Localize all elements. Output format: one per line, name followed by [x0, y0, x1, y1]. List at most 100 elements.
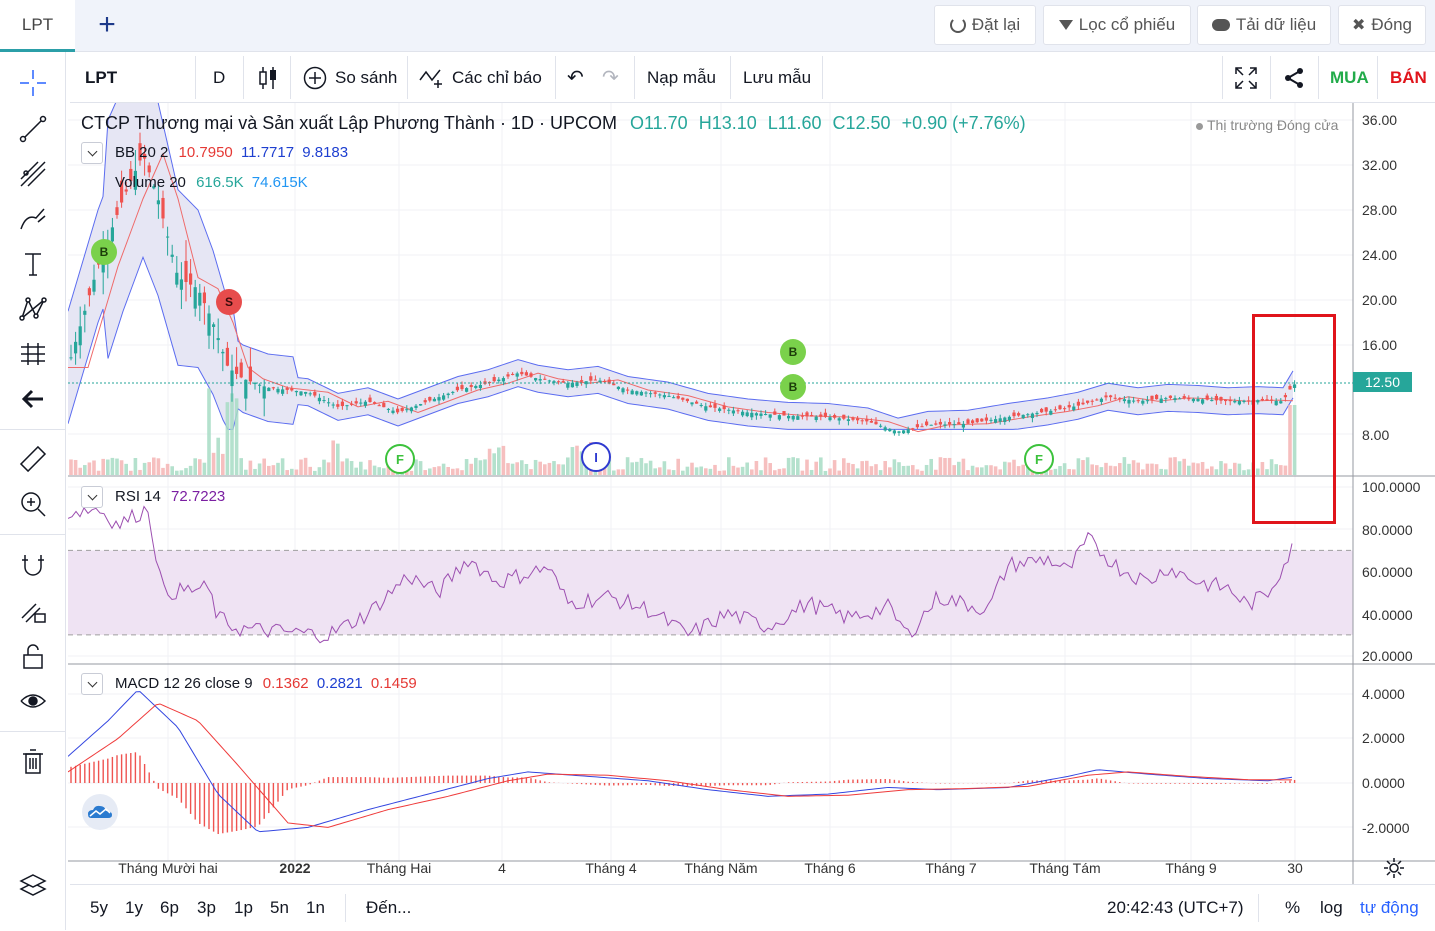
candlesticks: [69, 132, 1297, 436]
financial-event-marker[interactable]: F: [1024, 444, 1054, 474]
volume-bar: [984, 465, 989, 475]
reset-button[interactable]: Đặt lại: [934, 5, 1036, 45]
undo-button[interactable]: ↶: [567, 52, 587, 103]
crosshair-tool[interactable]: [16, 66, 50, 100]
delete-drawings-button[interactable]: [16, 745, 50, 779]
market-status: Thị trường Đóng cửa: [1196, 117, 1338, 133]
load-template-button[interactable]: Nạp mẫu: [647, 67, 716, 87]
volume-bar: [612, 470, 616, 475]
range-1d-button[interactable]: 1n: [306, 898, 325, 917]
unlock-tool[interactable]: [16, 639, 50, 673]
candle-body: [1145, 400, 1149, 402]
add-tab-button[interactable]: +: [98, 8, 116, 41]
candle-body: [768, 414, 772, 418]
chart-type-button[interactable]: [257, 52, 279, 103]
candle-body: [115, 207, 119, 215]
share-button[interactable]: [1282, 52, 1306, 103]
chart-canvas[interactable]: [68, 103, 1435, 884]
chart-settings-button[interactable]: [1382, 856, 1406, 880]
candle-body: [635, 391, 639, 395]
volume-bar: [96, 470, 101, 475]
fullscreen-button[interactable]: [1234, 52, 1258, 103]
volume-bar: [501, 445, 506, 475]
volume-bar: [345, 458, 349, 475]
volume-bar: [1210, 466, 1214, 475]
volume-bar: [349, 461, 354, 475]
range-5d-button[interactable]: 5n: [270, 898, 289, 917]
volume-bar: [630, 462, 634, 475]
zoom-tool[interactable]: [16, 487, 50, 521]
rsi-pane: [68, 505, 1353, 644]
volume-bar: [837, 470, 841, 475]
price-axis-label: 36.00: [1362, 112, 1398, 128]
percent-scale-button[interactable]: %: [1285, 898, 1301, 917]
range-1m-button[interactable]: 1p: [234, 898, 253, 917]
last-price-badge: 12.50: [1353, 372, 1412, 392]
volume-bar: [87, 462, 92, 475]
volume-bar: [119, 460, 124, 475]
candle-body: [161, 197, 165, 219]
volume-bar: [1219, 461, 1223, 475]
redo-button[interactable]: ↷: [602, 52, 622, 103]
magnet-tool[interactable]: [16, 549, 50, 583]
range-6m-button[interactable]: 6p: [160, 898, 179, 917]
volume-bar: [1246, 469, 1251, 475]
visibility-tool[interactable]: [16, 684, 50, 718]
range-3m-button[interactable]: 3p: [197, 898, 216, 917]
fib-tool[interactable]: [16, 157, 50, 191]
text-tool[interactable]: [16, 247, 50, 281]
volume-bar: [1292, 405, 1297, 475]
zoom-in-icon: [21, 492, 46, 517]
candle-body: [713, 403, 717, 408]
buy-signal-marker[interactable]: B: [91, 239, 117, 265]
volume-bar: [414, 459, 418, 475]
back-button[interactable]: [16, 382, 50, 416]
trend-line-tool[interactable]: [16, 112, 50, 146]
lock-drawing-tool[interactable]: [16, 594, 50, 628]
brush-tool[interactable]: [16, 202, 50, 236]
download-data-button[interactable]: Tải dữ liệu: [1197, 5, 1331, 45]
range-1y-button[interactable]: 1y: [125, 898, 143, 917]
time-axis-label: Tháng Hai: [366, 860, 432, 876]
volume-bar: [423, 470, 427, 475]
volume-bar: [377, 467, 381, 475]
symbol-tab-lpt[interactable]: LPT: [0, 0, 75, 52]
volume-bar: [1233, 462, 1237, 475]
goto-date-button[interactable]: Đến...: [366, 898, 412, 917]
chart-toolbar: LPT D So sánh Các chỉ báo ↶ ↷ Nạp mẫu Lư…: [70, 52, 1435, 103]
candle-body: [419, 404, 423, 406]
volume-bar: [1196, 463, 1200, 475]
filter-stock-button[interactable]: Lọc cổ phiếu: [1043, 5, 1191, 45]
candle-body: [989, 419, 993, 421]
auto-scale-button[interactable]: tự động: [1360, 898, 1419, 917]
volume-bar: [69, 459, 73, 475]
candle-body: [506, 374, 510, 377]
collapse-legend-button[interactable]: [81, 142, 103, 164]
close-button[interactable]: ✖ Đóng: [1338, 5, 1426, 45]
indicators-button[interactable]: Các chỉ báo: [418, 52, 542, 103]
candle-body: [975, 418, 979, 423]
candle-body: [331, 404, 335, 406]
buy-signal-marker[interactable]: B: [780, 339, 806, 365]
pattern-tool[interactable]: [16, 292, 50, 326]
log-scale-button[interactable]: log: [1320, 898, 1343, 917]
volume-bar: [110, 457, 115, 475]
symbol-search[interactable]: LPT: [85, 67, 118, 87]
collapse-macd-button[interactable]: [81, 673, 103, 695]
object-tree-button[interactable]: [16, 867, 50, 901]
buy-button[interactable]: MUA: [1330, 67, 1369, 87]
buy-signal-marker[interactable]: B: [780, 374, 806, 400]
prediction-tool[interactable]: [16, 337, 50, 371]
range-5y-button[interactable]: 5y: [90, 898, 108, 917]
candle-body: [446, 393, 450, 396]
measure-tool[interactable]: [16, 442, 50, 476]
info-event-marker[interactable]: I: [581, 442, 611, 472]
financial-event-marker[interactable]: F: [385, 444, 415, 474]
collapse-rsi-button[interactable]: [81, 486, 103, 508]
sell-button[interactable]: BÁN: [1390, 67, 1427, 87]
save-template-button[interactable]: Lưu mẫu: [743, 67, 812, 87]
volume-bar: [1099, 467, 1104, 475]
sell-signal-marker[interactable]: S: [216, 289, 242, 315]
compare-button[interactable]: So sánh: [303, 52, 397, 103]
interval-select[interactable]: D: [213, 67, 226, 87]
